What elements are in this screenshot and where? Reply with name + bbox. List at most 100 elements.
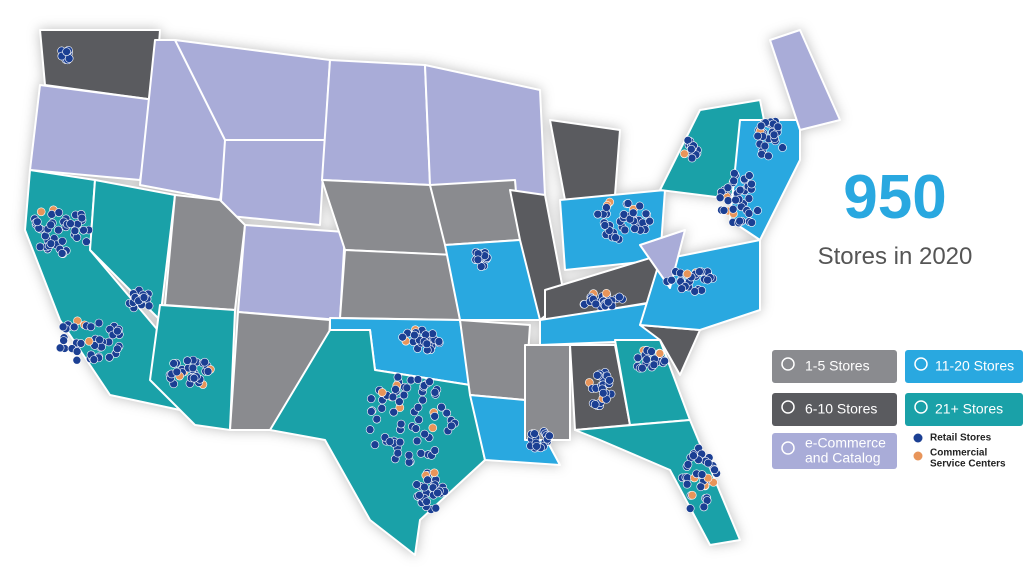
store-dot (593, 209, 603, 219)
store-dot (200, 357, 210, 367)
store-dot (723, 196, 733, 205)
store-dot (428, 423, 438, 433)
store-dot (420, 429, 429, 439)
legend-swatch (772, 350, 897, 383)
store-dot (598, 388, 608, 398)
store-dot (689, 451, 698, 460)
store-dot (86, 322, 96, 332)
store-dot (35, 242, 45, 252)
store-dot (415, 491, 424, 500)
store-dot (545, 431, 554, 441)
store-dot (611, 233, 620, 242)
store-dot (94, 318, 104, 328)
store-dot (647, 347, 656, 356)
legend-label: 6-10 Stores (805, 401, 877, 417)
store-dot (430, 468, 439, 478)
store-dot (619, 210, 629, 219)
store-dot (434, 337, 444, 346)
legend-swatch (905, 350, 1023, 383)
legend-label: Commercial (930, 448, 987, 459)
store-dot (422, 497, 431, 506)
store-dot (638, 363, 647, 373)
store-dot (385, 437, 395, 446)
headline-subtitle: Stores in 2020 (818, 243, 973, 270)
store-dot (730, 169, 739, 178)
store-dot (628, 208, 638, 218)
store-dot (680, 149, 689, 159)
store-dot (366, 407, 376, 416)
state (424, 64, 546, 196)
legend-pin-icons (781, 357, 928, 455)
store-dot (600, 221, 610, 230)
store-dot (602, 203, 611, 212)
legend-label: e-Commerce (805, 435, 886, 451)
store-dot (412, 480, 422, 489)
store-dot (393, 448, 403, 458)
store-dot (113, 344, 122, 354)
store-dot (72, 347, 82, 356)
store-dot (203, 367, 213, 376)
store-dot (414, 415, 424, 425)
store-dot (169, 359, 178, 368)
store-dot (412, 436, 422, 446)
store-dot (188, 363, 198, 373)
store-dot (423, 475, 432, 485)
store-dot (649, 360, 659, 370)
store-dot (395, 437, 405, 447)
store-dot (398, 332, 407, 342)
store-dot (113, 326, 122, 336)
legend-label: Service Centers (930, 459, 1006, 470)
store-dot (189, 373, 199, 383)
store-dot (723, 183, 733, 193)
store-dot (391, 385, 400, 394)
store-dot (413, 375, 423, 384)
store-dot (710, 465, 719, 475)
store-dot (735, 216, 744, 226)
store-dot (413, 403, 423, 412)
legend-swatch (905, 393, 1023, 426)
store-dot (370, 440, 380, 449)
store-dot (760, 141, 770, 151)
store-dot (655, 349, 665, 358)
store-dot (747, 179, 756, 189)
store-dot (70, 226, 80, 236)
store-dot (433, 488, 442, 498)
store-dot (687, 153, 697, 163)
store-dot (773, 122, 783, 132)
retail-marker (913, 433, 923, 443)
store-dot (57, 249, 67, 258)
store-dot (473, 255, 483, 265)
store-dot (687, 490, 697, 500)
legend-label: and Catalog (805, 450, 881, 466)
store-dot (395, 397, 404, 406)
store-dot (437, 402, 446, 412)
store-dot (641, 209, 651, 219)
store-dot (778, 143, 787, 152)
store-dot (756, 121, 766, 131)
store-dot (396, 419, 406, 429)
store-dot (418, 395, 427, 405)
store-dot (411, 424, 421, 433)
store-dot (633, 353, 643, 363)
store-dot (530, 429, 539, 438)
store-dot (635, 201, 645, 211)
store-dot (615, 292, 624, 302)
store-dot (699, 502, 709, 512)
store-dot (532, 441, 541, 451)
store-dot (46, 239, 56, 248)
store-dot (660, 356, 669, 366)
store-dot (105, 353, 114, 362)
store-dot (744, 209, 754, 218)
store-dot (703, 275, 712, 285)
store-dot (58, 236, 67, 246)
store-dot (420, 482, 429, 492)
store-dot (54, 208, 64, 217)
store-dot (89, 355, 99, 364)
store-dot (602, 288, 611, 298)
store-dot (696, 482, 706, 492)
store-dot (645, 216, 654, 226)
store-dot (690, 287, 700, 296)
store-dot (76, 339, 86, 348)
store-dot (46, 220, 56, 230)
